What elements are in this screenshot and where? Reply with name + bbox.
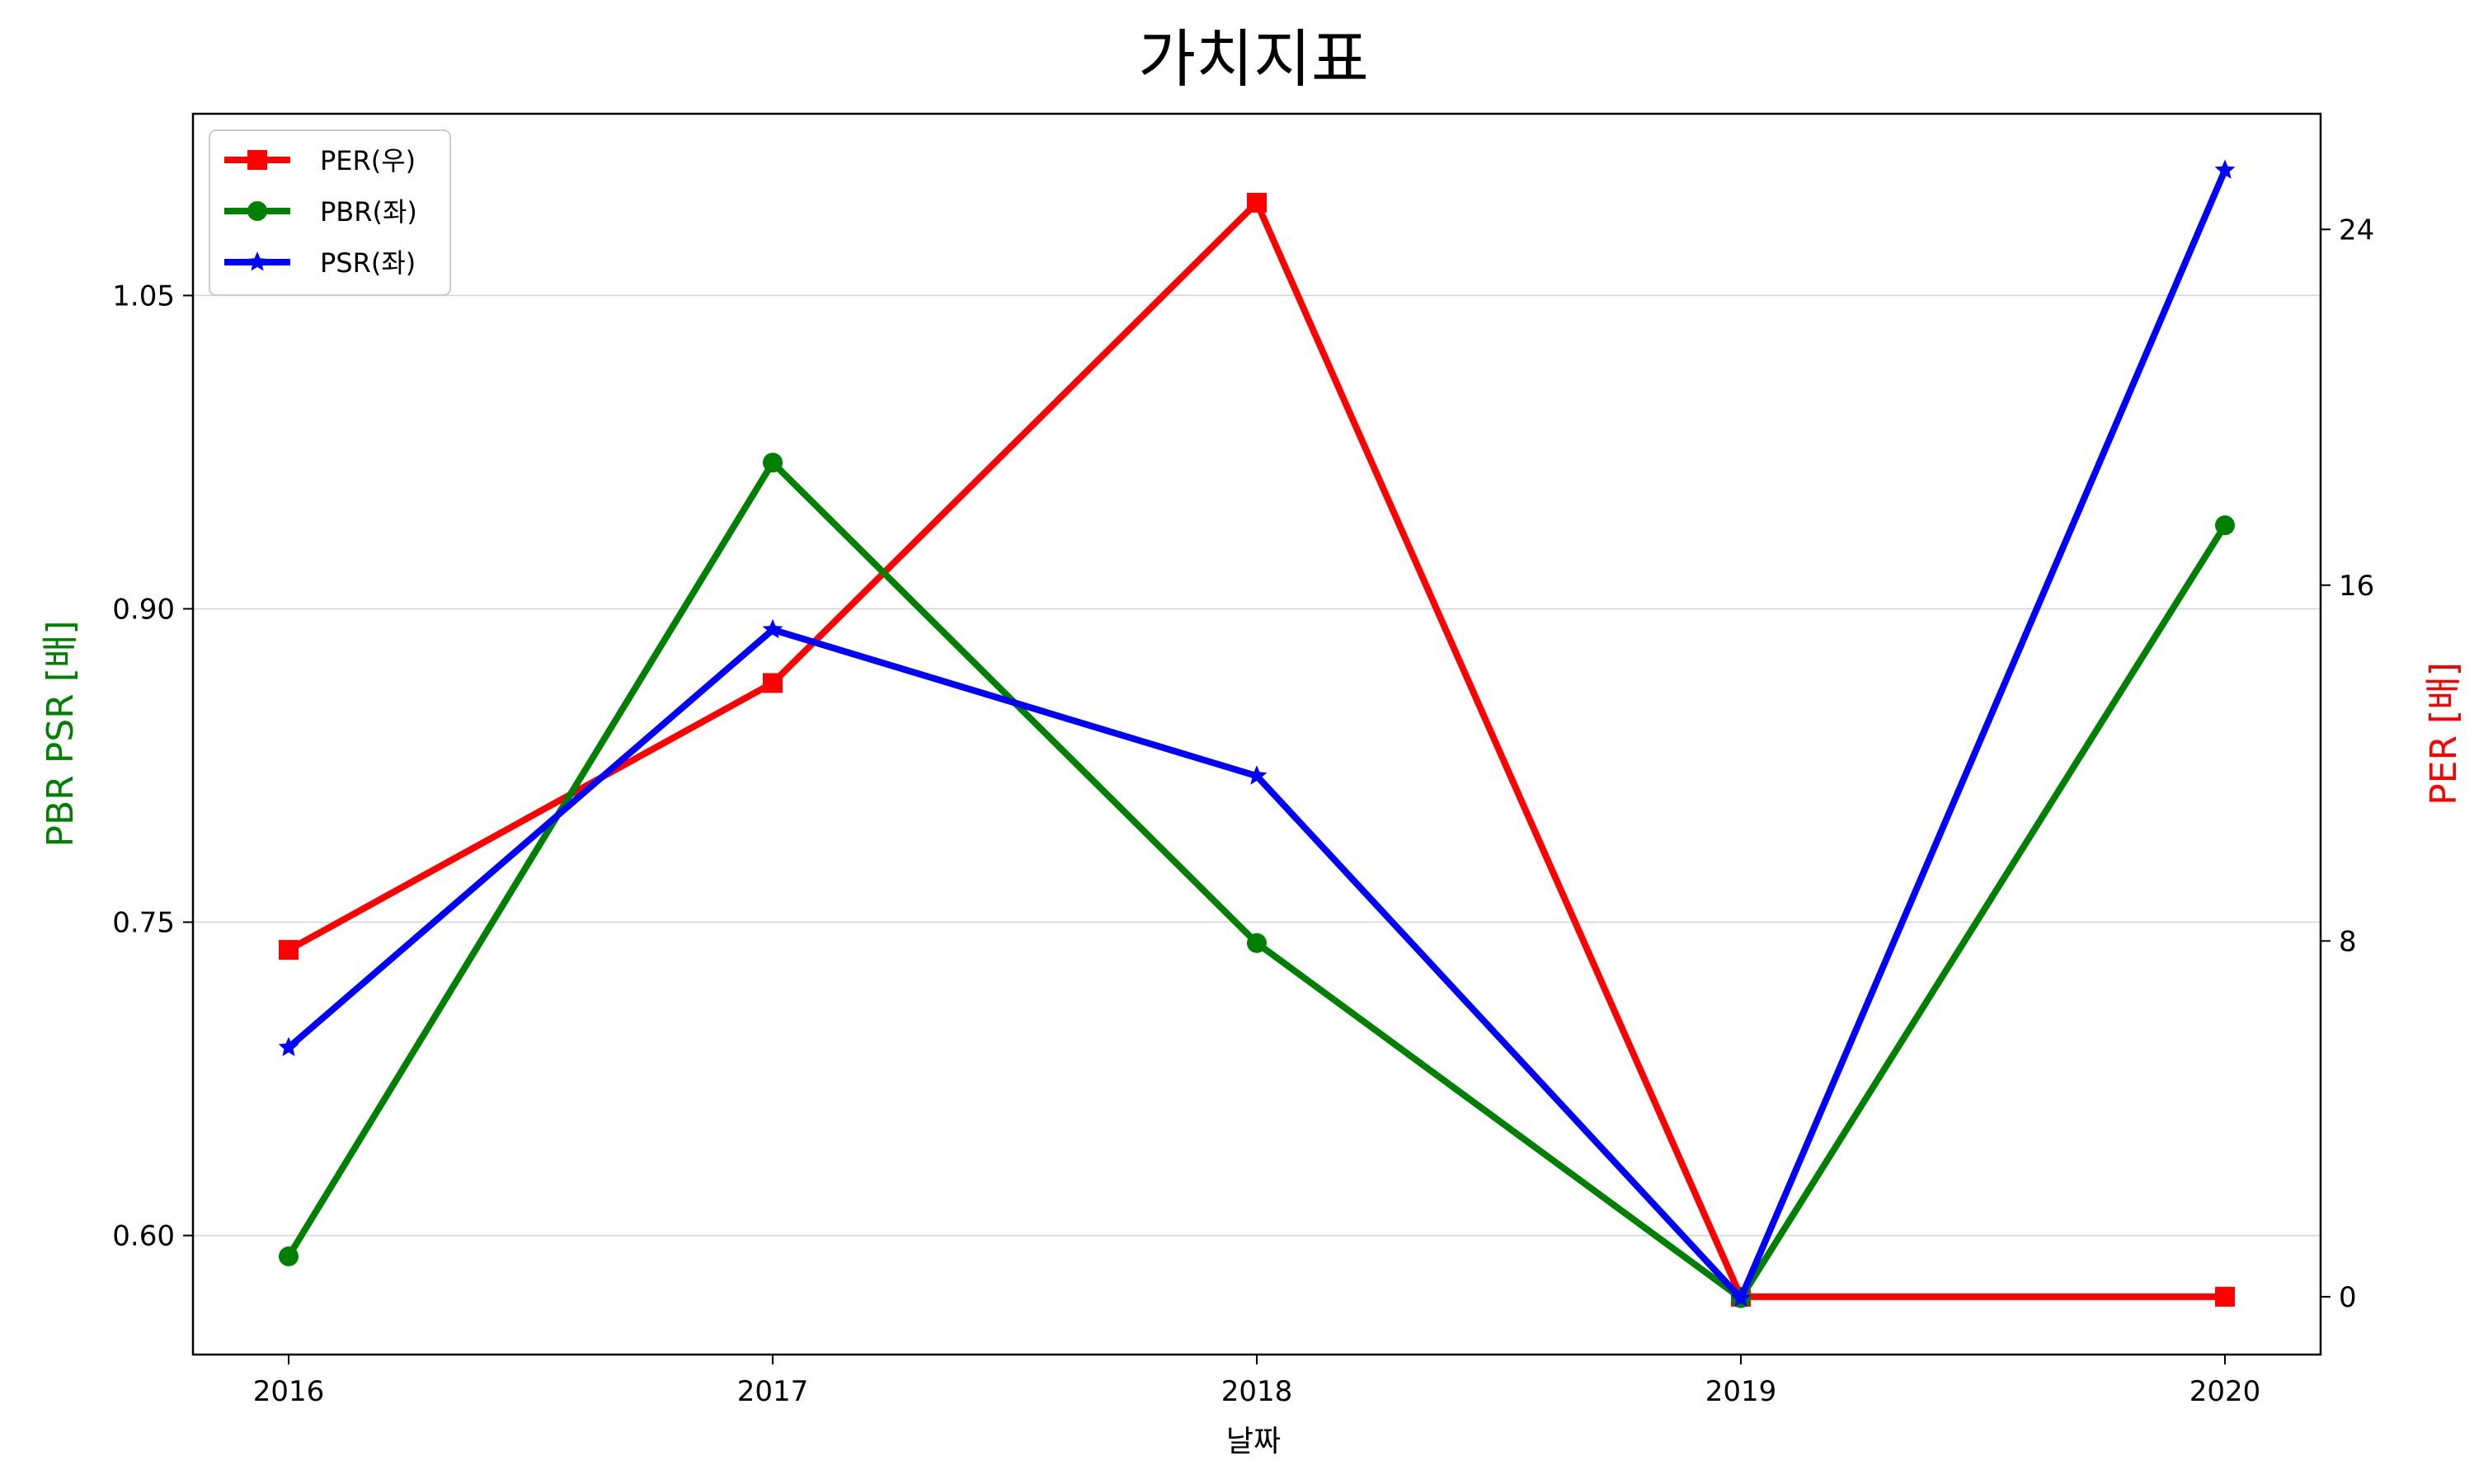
grid-lines bbox=[193, 294, 2321, 1237]
data-point bbox=[2214, 159, 2236, 179]
x-tick-label: 2020 bbox=[2189, 1375, 2261, 1408]
legend-label: PSR(좌) bbox=[320, 247, 416, 279]
legend-box bbox=[209, 129, 451, 296]
data-point bbox=[2215, 515, 2235, 536]
data-point bbox=[278, 1036, 299, 1057]
y-axis-label-right: PER [배] bbox=[2423, 662, 2465, 805]
y-tick-label-right: 8 bbox=[2339, 925, 2357, 958]
legend-item: PSR(좌) bbox=[224, 247, 416, 279]
y-tick-label-left: 1.05 bbox=[112, 279, 175, 312]
data-point bbox=[1246, 765, 1268, 785]
chart-title: 가치지표 bbox=[1138, 22, 1369, 96]
x-tick-label: 2017 bbox=[737, 1375, 809, 1408]
y-tick-label-right: 16 bbox=[2339, 570, 2374, 603]
x-tick-label: 2019 bbox=[1705, 1375, 1777, 1408]
data-point bbox=[763, 673, 783, 693]
x-tick-label: 2018 bbox=[1221, 1375, 1293, 1408]
axes-layer: 0.60 0.75 0.90 1.05 0 8 16 24 2016 2017 2018 2019 20… bbox=[112, 214, 2374, 1408]
data-point bbox=[762, 618, 783, 639]
data-point bbox=[1247, 932, 1267, 953]
legend: PER(우) PBR(좌) PSR(좌) bbox=[209, 129, 451, 296]
y-tick-label-right: 24 bbox=[2339, 214, 2374, 247]
y-axis-label-left: PBR PSR [배] bbox=[40, 620, 82, 847]
data-point bbox=[763, 453, 783, 473]
series-layer bbox=[278, 159, 2236, 1308]
legend-label: PBR(좌) bbox=[320, 196, 417, 228]
legend-marker bbox=[247, 150, 267, 170]
legend-item: PBR(좌) bbox=[224, 196, 417, 228]
legend-label: PER(우) bbox=[320, 145, 416, 176]
data-point bbox=[2215, 1286, 2235, 1307]
data-point bbox=[1247, 192, 1267, 213]
legend-marker bbox=[247, 201, 267, 221]
legend-item: PER(우) bbox=[224, 145, 416, 176]
series-PSR(좌) bbox=[278, 159, 2236, 1308]
data-point bbox=[1730, 1287, 1752, 1308]
y-tick-label-right: 0 bbox=[2339, 1281, 2357, 1314]
y-tick-label-left: 0.90 bbox=[112, 593, 175, 626]
legend-marker bbox=[247, 251, 268, 271]
y-tick-label-left: 0.60 bbox=[112, 1220, 175, 1253]
y-tick-label-left: 0.75 bbox=[112, 907, 175, 940]
x-tick-label: 2016 bbox=[253, 1375, 325, 1408]
data-point bbox=[279, 940, 299, 960]
data-point bbox=[279, 1246, 299, 1266]
x-axis-label: 날짜 bbox=[1226, 1425, 1281, 1458]
